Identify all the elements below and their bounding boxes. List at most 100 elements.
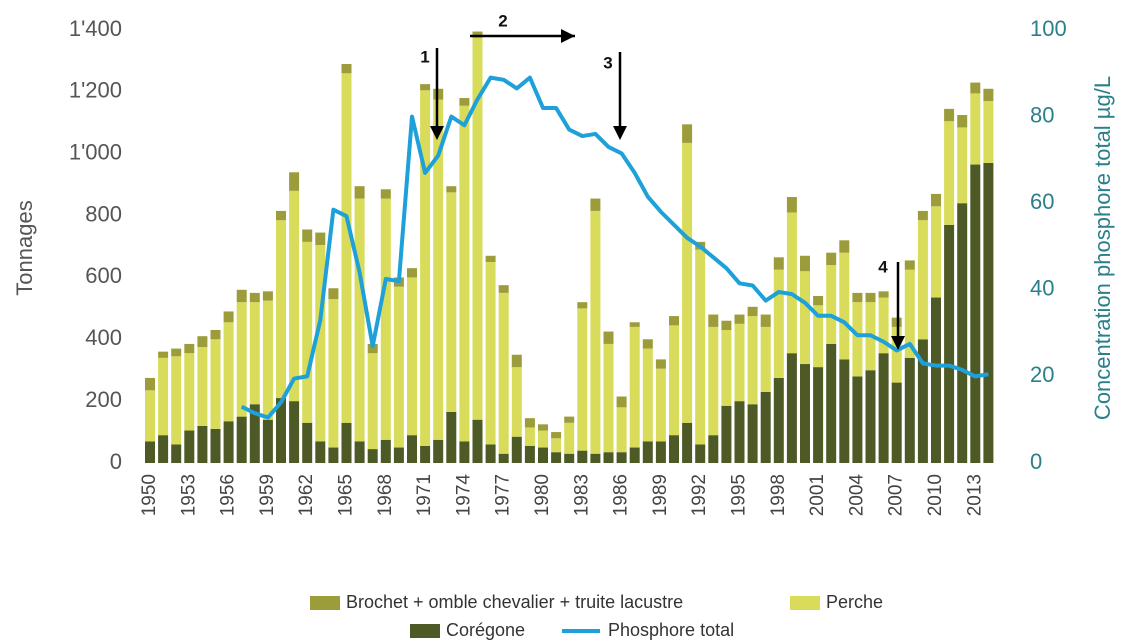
bar-segment bbox=[865, 292, 876, 303]
bar-segment bbox=[393, 286, 404, 448]
bar-segment bbox=[773, 257, 784, 270]
bar-segment bbox=[629, 326, 640, 448]
bar-segment bbox=[328, 299, 339, 448]
bar-segment bbox=[891, 326, 902, 383]
legend-swatch bbox=[410, 624, 440, 638]
bar-segment bbox=[472, 419, 483, 463]
bar-segment bbox=[538, 430, 548, 448]
bar-segment bbox=[551, 438, 562, 453]
legend-label: Corégone bbox=[446, 620, 525, 640]
bar-segment bbox=[931, 297, 941, 463]
bar-segment bbox=[367, 343, 378, 354]
bar-segment bbox=[420, 445, 431, 463]
bar-segment bbox=[826, 252, 837, 266]
bar-segment bbox=[498, 453, 509, 463]
x-tick-label: 1974 bbox=[453, 474, 474, 517]
bar-segment bbox=[328, 288, 339, 300]
bar-segment bbox=[446, 186, 457, 193]
annotation-label: 3 bbox=[603, 53, 612, 72]
bar-segment bbox=[878, 291, 889, 298]
bar-segment bbox=[983, 162, 994, 463]
y-tick-label: 1'400 bbox=[69, 16, 122, 41]
x-tick-label: 2007 bbox=[886, 474, 907, 516]
x-tick-label: 2010 bbox=[925, 474, 946, 516]
y2-axis-label: Concentration phosphore total µg/L bbox=[1090, 76, 1115, 420]
y-tick-label: 0 bbox=[110, 449, 122, 474]
bar-segment bbox=[249, 302, 260, 405]
bar-segment bbox=[236, 302, 247, 417]
annotation-label: 2 bbox=[498, 11, 507, 30]
x-tick-label: 2001 bbox=[807, 474, 828, 516]
bar-segment bbox=[459, 441, 470, 463]
x-tick-label: 1989 bbox=[650, 474, 671, 516]
bar-segment bbox=[407, 268, 417, 278]
bar-segment bbox=[826, 265, 837, 344]
x-tick-label: 1998 bbox=[768, 474, 789, 516]
bar-segment bbox=[983, 88, 994, 102]
bar-segment bbox=[289, 172, 300, 191]
bar-segment bbox=[145, 390, 155, 442]
bar-segment bbox=[433, 439, 444, 463]
bar-segment bbox=[577, 308, 588, 451]
bar-segment bbox=[760, 314, 771, 327]
y2-tick-label: 40 bbox=[1030, 276, 1054, 301]
x-tick-label: 1992 bbox=[689, 474, 710, 516]
bar-segment bbox=[944, 108, 955, 122]
bar-segment bbox=[302, 241, 313, 423]
bar-segment bbox=[917, 210, 928, 221]
bar-segment bbox=[629, 447, 640, 463]
bar-segment bbox=[407, 277, 417, 436]
bar-segment bbox=[760, 391, 771, 463]
bar-segment bbox=[826, 343, 837, 463]
bar-segment bbox=[564, 416, 575, 423]
bar-segment bbox=[760, 326, 771, 392]
bar-segment bbox=[891, 382, 902, 463]
bar-segment bbox=[498, 285, 509, 293]
bar-segment bbox=[931, 193, 941, 207]
bar-segment bbox=[511, 354, 522, 368]
bar-segment bbox=[747, 316, 758, 405]
bar-segment bbox=[891, 317, 902, 327]
bar-segment bbox=[747, 404, 758, 463]
bar-segment bbox=[276, 398, 286, 463]
bar-segment bbox=[341, 422, 352, 463]
bar-segment bbox=[800, 364, 810, 463]
bar-segment bbox=[407, 435, 417, 463]
bar-segment bbox=[682, 124, 693, 143]
bar-segment bbox=[524, 427, 535, 446]
bar-segment bbox=[603, 343, 614, 453]
y2-tick-label: 80 bbox=[1030, 102, 1054, 127]
bar-segment bbox=[236, 289, 247, 303]
bar-segment bbox=[223, 311, 234, 323]
y-tick-label: 200 bbox=[85, 387, 122, 412]
x-tick-label: 1956 bbox=[218, 474, 239, 516]
bar-segment bbox=[734, 401, 745, 463]
bar-segment bbox=[669, 316, 679, 326]
bar-segment bbox=[524, 445, 535, 463]
bar-segment bbox=[786, 353, 797, 463]
bar-segment bbox=[315, 232, 326, 245]
bar-segment bbox=[786, 212, 797, 354]
bar-segment bbox=[577, 302, 588, 309]
bar-segment bbox=[813, 367, 824, 463]
y-axis-label: Tonnages bbox=[12, 200, 37, 295]
bar-segment bbox=[498, 292, 509, 454]
bar-segment bbox=[276, 220, 286, 399]
bar-segment bbox=[223, 421, 234, 463]
bar-segment bbox=[210, 339, 221, 429]
bar-segment bbox=[184, 353, 195, 431]
annotation-arrowhead bbox=[613, 126, 627, 140]
bar-segment bbox=[642, 348, 653, 442]
bar-segment bbox=[878, 353, 889, 463]
bar-segment bbox=[538, 447, 548, 463]
bar-segment bbox=[682, 142, 693, 423]
bar-segment bbox=[197, 425, 208, 463]
bar-segment bbox=[354, 441, 365, 463]
bar-segment bbox=[564, 453, 575, 463]
bar-segment bbox=[511, 367, 522, 437]
y2-tick-label: 100 bbox=[1030, 16, 1067, 41]
bar-segment bbox=[354, 198, 365, 442]
bar-segment bbox=[852, 302, 863, 377]
bar-segment bbox=[236, 416, 247, 463]
bar-segment bbox=[944, 121, 955, 225]
